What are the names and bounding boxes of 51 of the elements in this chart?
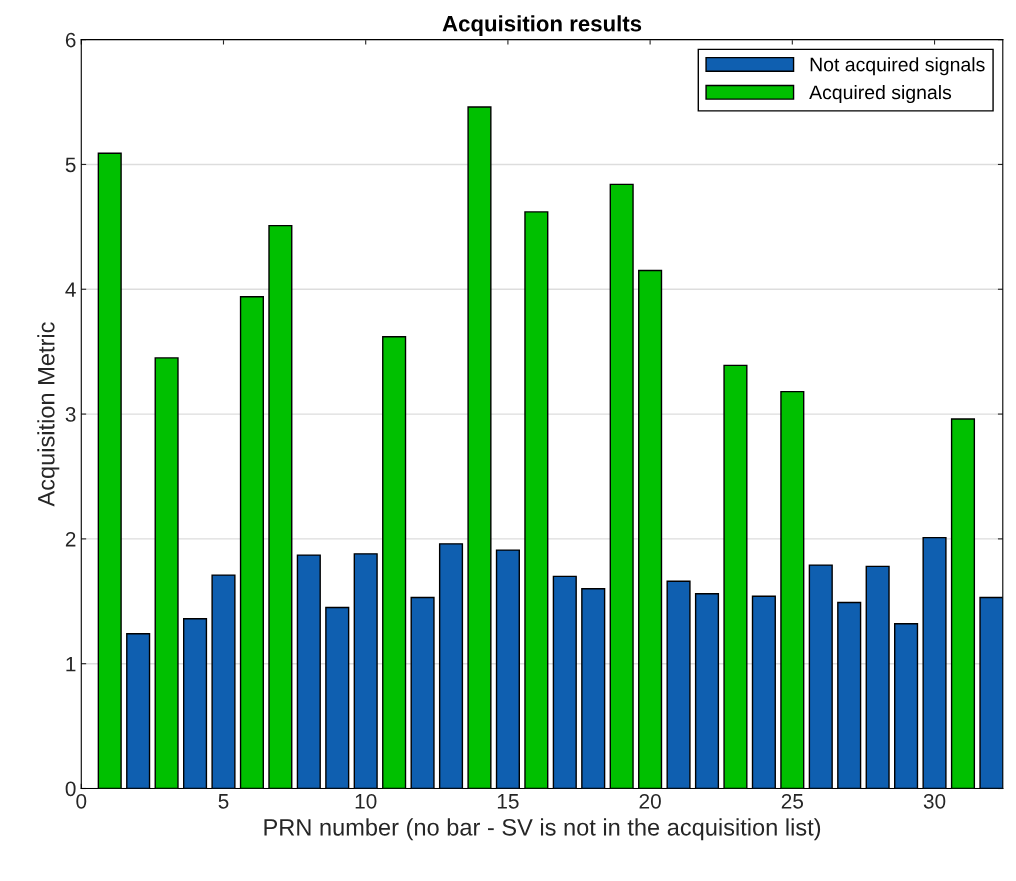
- bar: [723, 364, 748, 789]
- bar: [211, 574, 236, 789]
- x-tick-label: 15: [497, 794, 519, 809]
- bar: [780, 390, 805, 789]
- x-tick-label: 20: [639, 793, 661, 809]
- y-tick-label: 3: [65, 407, 76, 422]
- y-tick-label: 5: [65, 157, 76, 173]
- bar: [666, 580, 691, 789]
- y-tick-label: 0: [65, 781, 76, 797]
- bar: [495, 549, 520, 789]
- bar: [979, 596, 1003, 789]
- bar: [837, 601, 862, 789]
- x-tick-label: 5: [218, 794, 229, 809]
- bar: [353, 553, 378, 789]
- bar: [438, 543, 464, 789]
- x-tick-label: 0: [76, 793, 87, 809]
- bar: [126, 633, 151, 789]
- bar: [410, 596, 435, 789]
- y-tick-label: 6: [65, 32, 76, 48]
- bar: [694, 593, 720, 789]
- bar: [552, 575, 577, 789]
- y-axis-title: Acquisition Metric: [37, 322, 60, 507]
- legend-label: Acquired signals: [809, 84, 952, 104]
- y-tick-label: 2: [65, 531, 76, 547]
- bar: [382, 335, 407, 789]
- x-tick-label: 30: [923, 793, 946, 809]
- bar: [97, 152, 122, 789]
- bar: [524, 211, 549, 789]
- bar: [922, 536, 947, 789]
- bar: [154, 357, 179, 789]
- x-tick-label: 10: [355, 793, 377, 809]
- y-tick-label: 4: [65, 282, 76, 297]
- legend-label: Not acquired signals: [810, 57, 985, 76]
- bar: [581, 588, 606, 789]
- bar: [296, 554, 321, 789]
- chart-title: Acquisition results: [442, 15, 642, 36]
- bar: [950, 418, 976, 789]
- bar: [638, 269, 663, 789]
- bar: [808, 564, 833, 789]
- y-tick-label: 1: [66, 656, 76, 672]
- bar: [865, 565, 890, 789]
- bar: [751, 595, 776, 789]
- bar: [182, 618, 208, 789]
- bar: [609, 183, 634, 789]
- bar: [268, 224, 293, 789]
- bar: [325, 606, 350, 789]
- x-axis-title: PRN number (no bar - SV is not in the acquisition list): [264, 818, 821, 841]
- bar: [239, 296, 265, 789]
- bar: [894, 623, 919, 789]
- x-tick-label: 25: [781, 793, 804, 809]
- bar: [467, 106, 492, 789]
